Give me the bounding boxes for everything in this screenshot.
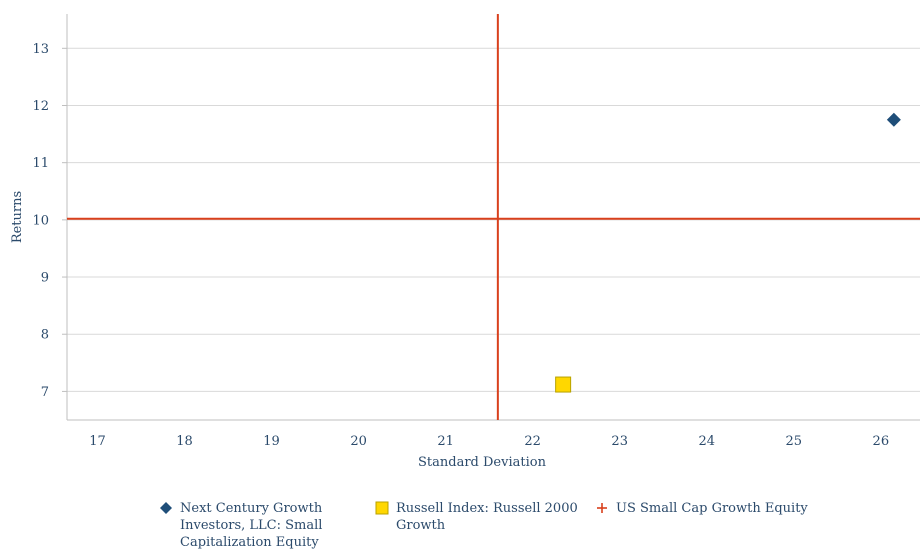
y-tick-label: 13	[32, 42, 49, 57]
axes	[62, 14, 920, 421]
data-marks	[67, 14, 920, 420]
x-tick-label: 22	[524, 434, 541, 449]
x-axis-title: Standard Deviation	[418, 455, 547, 470]
y-tick-label: 11	[32, 156, 49, 171]
y-tick-label: 12	[32, 99, 49, 114]
gridlines	[67, 47, 920, 392]
y-axis-title: Returns	[10, 191, 25, 243]
x-tick-label: 25	[786, 434, 803, 449]
y-tick-label: 7	[41, 385, 49, 400]
x-tick-label: 20	[350, 434, 367, 449]
x-tick-labels: 17 18 19 20 21 22 23 24 25 26	[89, 434, 889, 449]
legend-label: Next Century Growth Investors, LLC: Smal…	[180, 501, 323, 550]
legend-label: Russell Index: Russell 2000 Growth	[396, 501, 578, 533]
x-tick-label: 24	[698, 434, 715, 449]
y-tick-label: 9	[41, 271, 49, 286]
y-tick-label: 8	[41, 328, 49, 343]
legend-item-us-small-cap: US Small Cap Growth Equity	[594, 500, 808, 517]
square-icon	[375, 501, 389, 515]
x-tick-label: 18	[176, 434, 193, 449]
legend-item-russell-2000-growth: Russell Index: Russell 2000 Growth	[374, 500, 578, 534]
legend: Next Century Growth Investors, LLC: Smal…	[0, 500, 920, 554]
legend-item-next-century: Next Century Growth Investors, LLC: Smal…	[158, 500, 322, 551]
x-tick-label: 17	[89, 434, 106, 449]
x-tick-label: 26	[873, 434, 890, 449]
diamond-icon	[160, 502, 172, 514]
data-point-square	[555, 376, 572, 393]
scatter-chart: 17 18 19 20 21 22 23 24 25 26 7 8 9 10 11 12 13 Standar…	[10, 14, 920, 470]
x-tick-label: 23	[611, 434, 628, 449]
crosshair-icon	[597, 503, 607, 513]
x-tick-label: 19	[263, 434, 280, 449]
y-tick-labels: 7 8 9 10 11 12 13	[32, 42, 49, 400]
legend-label: US Small Cap Growth Equity	[616, 501, 808, 516]
x-tick-label: 21	[437, 434, 454, 449]
data-point-diamond	[886, 112, 901, 127]
y-tick-label: 10	[32, 213, 49, 228]
